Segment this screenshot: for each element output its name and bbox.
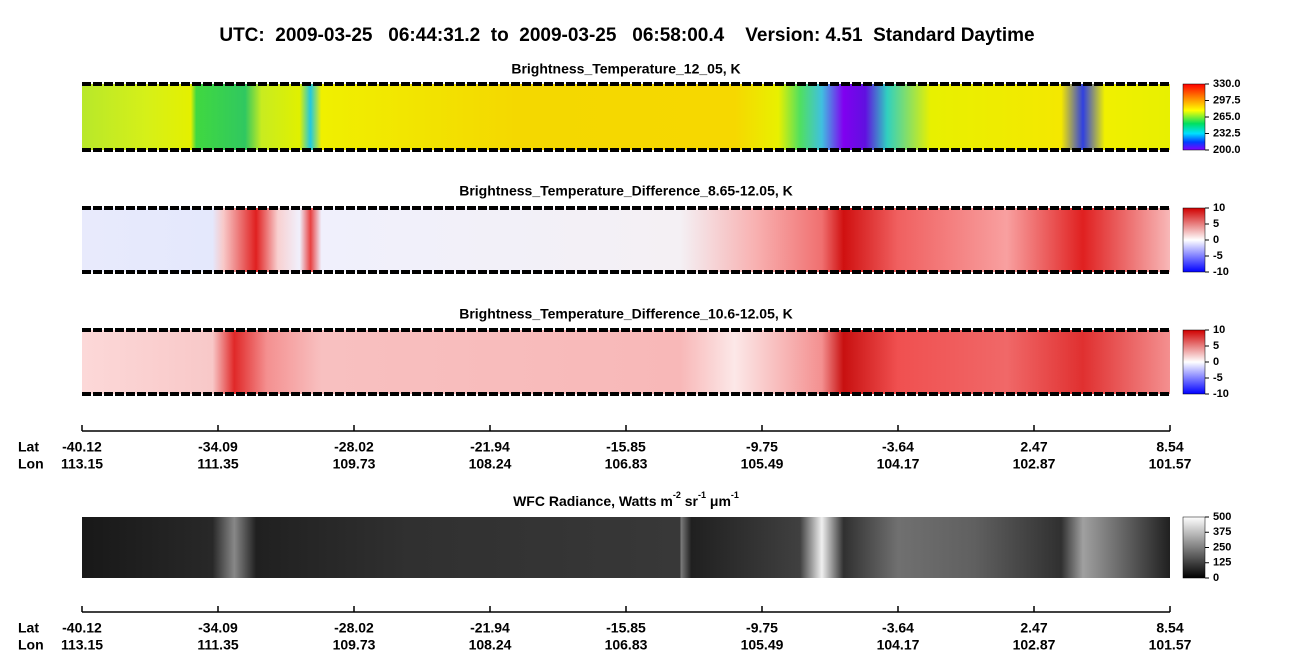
lon-tick-label: 113.15 — [61, 637, 103, 653]
page-title: UTC: 2009-03-25 06:44:31.2 to 2009-03-25… — [219, 25, 1034, 46]
lon-tick-label: 106.83 — [605, 637, 648, 653]
colorbar-label: 375 — [1213, 526, 1231, 538]
lon-tick-label: 102.87 — [1013, 637, 1056, 653]
lon-tick-label: 109.73 — [333, 456, 376, 472]
colorbar-label: -5 — [1213, 250, 1223, 262]
panel-title: Brightness_Temperature_12_05, K — [511, 61, 740, 77]
lon-tick-label: 113.15 — [61, 456, 103, 472]
image-panel — [82, 330, 1170, 394]
colorbar — [1182, 329, 1206, 395]
title-part: -1 — [698, 490, 706, 500]
lon-tick-label: 109.73 — [333, 637, 376, 653]
lat-tick-label: -9.75 — [746, 439, 778, 455]
lat-tick-label: -40.12 — [62, 439, 102, 455]
lat-tick-label: 2.47 — [1020, 439, 1047, 455]
colorbar-label: 250 — [1213, 541, 1231, 553]
lon-tick-label: 104.17 — [877, 637, 920, 653]
image-panel — [82, 517, 1170, 578]
title-part: WFC Radiance, Watts m — [513, 493, 673, 509]
colorbar-label: 200.0 — [1213, 144, 1241, 156]
colorbar-label: 10 — [1213, 202, 1225, 214]
lon-tick-label: 105.49 — [741, 637, 784, 653]
colorbar-label: 5 — [1213, 218, 1219, 230]
lon-tick-label: 108.24 — [469, 637, 512, 653]
panel-title: WFC Radiance, Watts m-2 sr-1 μm-1 — [513, 490, 739, 508]
lon-tick-label: 111.35 — [197, 637, 238, 653]
title-part: -1 — [731, 490, 739, 500]
lon-tick-label: 106.83 — [605, 456, 648, 472]
lat-tick-label: -21.94 — [470, 620, 510, 636]
colorbar-label: -10 — [1213, 266, 1229, 278]
colorbar-label: 330.0 — [1213, 78, 1241, 90]
lon-tick-label: 108.24 — [469, 456, 512, 472]
panel-title: Brightness_Temperature_Difference_10.6-1… — [459, 306, 793, 322]
colorbar — [1182, 207, 1206, 273]
lat-tick-label: -3.64 — [882, 439, 914, 455]
lon-tick-label: 102.87 — [1013, 456, 1056, 472]
lat-tick-label: -34.09 — [198, 439, 238, 455]
panel-title: Brightness_Temperature_Difference_8.65-1… — [459, 183, 793, 199]
title-part: -2 — [673, 490, 681, 500]
lat-tick-label: -3.64 — [882, 620, 914, 636]
axis-label: Lat — [18, 439, 39, 455]
colorbar-label: -10 — [1213, 388, 1229, 400]
lat-tick-label: 8.54 — [1156, 439, 1183, 455]
colorbar-label: 297.5 — [1213, 94, 1241, 106]
axis-label: Lat — [18, 620, 39, 636]
image-panel — [82, 208, 1170, 272]
colorbar-label: 0 — [1213, 572, 1219, 584]
lat-tick-label: 2.47 — [1020, 620, 1047, 636]
lat-tick-label: -28.02 — [334, 439, 374, 455]
colorbar-label: 125 — [1213, 557, 1231, 569]
lat-tick-label: -15.85 — [606, 620, 646, 636]
lon-tick-label: 104.17 — [877, 456, 920, 472]
colorbar-label: 265.0 — [1213, 111, 1241, 123]
lon-tick-label: 101.57 — [1149, 456, 1192, 472]
image-panel — [82, 84, 1170, 150]
lat-tick-label: -28.02 — [334, 620, 374, 636]
lon-tick-label: 105.49 — [741, 456, 784, 472]
colorbar — [1182, 516, 1206, 579]
axis-label: Lon — [18, 456, 44, 472]
colorbar-label: 232.5 — [1213, 127, 1241, 139]
lat-tick-label: -40.12 — [62, 620, 102, 636]
colorbar-label: 0 — [1213, 356, 1219, 368]
title-part: sr — [681, 493, 699, 509]
axis-label: Lon — [18, 637, 44, 653]
colorbar-label: 5 — [1213, 340, 1219, 352]
colorbar-label: 0 — [1213, 234, 1219, 246]
colorbar — [1182, 83, 1206, 151]
lat-tick-label: -21.94 — [470, 439, 510, 455]
lon-tick-label: 111.35 — [197, 456, 238, 472]
lat-tick-label: -15.85 — [606, 439, 646, 455]
lat-tick-label: 8.54 — [1156, 620, 1183, 636]
lat-tick-label: -9.75 — [746, 620, 778, 636]
lon-tick-label: 101.57 — [1149, 637, 1192, 653]
colorbar-label: -5 — [1213, 372, 1223, 384]
title-part: μm — [706, 493, 731, 509]
colorbar-label: 500 — [1213, 511, 1231, 523]
colorbar-label: 10 — [1213, 324, 1225, 336]
lat-tick-label: -34.09 — [198, 620, 238, 636]
